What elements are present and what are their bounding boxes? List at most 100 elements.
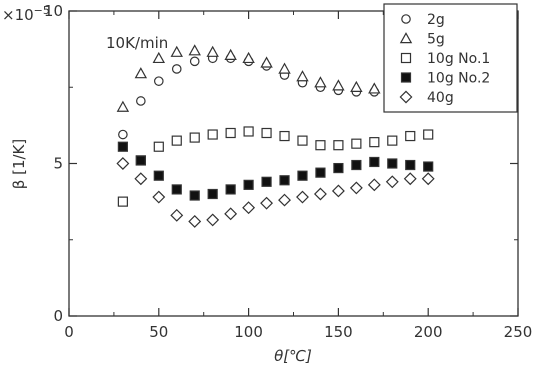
data-point xyxy=(116,157,130,170)
series-3 xyxy=(117,126,434,207)
series-5 xyxy=(116,157,435,228)
data-point xyxy=(332,79,345,91)
data-point xyxy=(331,184,345,198)
data-point xyxy=(367,178,381,192)
legend-label: 5g xyxy=(427,32,445,48)
data-point xyxy=(368,82,381,94)
legend-item: 40g xyxy=(399,90,454,106)
tick-labels: 0 50 100 150 200 250 0 5 10 xyxy=(44,2,532,341)
data-point xyxy=(297,170,308,181)
data-point xyxy=(333,140,344,151)
legend-item: 10g No.1 xyxy=(400,51,490,67)
legend-marker xyxy=(399,90,413,104)
legend-item: 5g xyxy=(399,32,445,48)
data-point xyxy=(314,76,327,88)
data-point xyxy=(421,172,435,186)
data-point xyxy=(118,129,128,140)
legend-item: 10g No.2 xyxy=(400,71,490,87)
data-point xyxy=(225,127,236,139)
data-point xyxy=(423,161,434,172)
data-point xyxy=(260,196,274,210)
data-point xyxy=(261,127,272,139)
data-point xyxy=(405,130,416,142)
data-point xyxy=(278,193,291,207)
data-point xyxy=(189,190,200,201)
x-tick-label: 200 xyxy=(414,323,443,341)
legend-marker xyxy=(400,52,412,64)
y-tick-label: 10 xyxy=(44,2,63,20)
data-point xyxy=(333,162,344,174)
data-point xyxy=(224,48,237,60)
data-point xyxy=(188,44,201,56)
data-point xyxy=(189,132,200,143)
y-axis-label: β [1/K] xyxy=(10,139,28,189)
data-point xyxy=(154,76,164,86)
data-point xyxy=(117,141,128,152)
data-point xyxy=(369,156,380,168)
legend-marker xyxy=(401,14,411,24)
data-point xyxy=(225,184,236,195)
legend: 2g 5g 10g No.1 10g No.2 40g xyxy=(383,3,518,113)
data-point xyxy=(171,135,182,146)
x-tick-label: 150 xyxy=(324,323,353,341)
data-point xyxy=(136,96,146,106)
data-point xyxy=(387,158,398,169)
data-point xyxy=(351,138,362,149)
data-point xyxy=(171,184,182,195)
data-point xyxy=(189,56,200,67)
data-point xyxy=(152,51,166,64)
exponent-label: ×10−5 xyxy=(2,4,50,25)
legend-label: 2g xyxy=(427,12,445,28)
data-point xyxy=(315,140,326,151)
legend-label: 10g No.2 xyxy=(427,71,490,87)
x-tick-label: 0 xyxy=(64,323,74,341)
legend-marker xyxy=(400,72,412,83)
data-point xyxy=(134,172,148,186)
data-point xyxy=(296,190,309,204)
data-point xyxy=(153,170,164,181)
legend-marker xyxy=(399,32,413,44)
legend-label: 10g No.1 xyxy=(427,51,490,67)
data-point xyxy=(279,175,290,186)
exponent-power: −5 xyxy=(34,4,50,17)
data-point xyxy=(387,135,398,146)
data-point xyxy=(403,172,417,186)
data-point xyxy=(170,208,184,222)
data-point xyxy=(170,45,183,57)
data-point xyxy=(278,62,291,74)
data-point xyxy=(117,196,128,207)
y-tick-label: 0 xyxy=(53,307,63,325)
data-point xyxy=(405,159,416,171)
data-point xyxy=(351,159,362,171)
data-point xyxy=(207,129,218,140)
x-tick-label: 250 xyxy=(504,323,533,341)
data-point xyxy=(153,141,164,152)
data-point xyxy=(242,51,255,64)
legend-item: 2g xyxy=(401,12,445,28)
data-point xyxy=(423,129,434,140)
data-point xyxy=(188,215,202,228)
data-point xyxy=(224,207,238,221)
data-point xyxy=(297,135,308,146)
legend-items: 2g 5g 10g No.1 10g No.2 40g xyxy=(399,12,490,106)
data-point xyxy=(243,126,254,137)
series-4 xyxy=(117,141,434,201)
data-points xyxy=(116,44,435,228)
x-tick-label: 50 xyxy=(149,323,168,341)
data-point xyxy=(260,56,273,68)
data-point xyxy=(243,179,254,190)
data-point xyxy=(135,155,146,166)
data-point xyxy=(313,187,327,201)
data-point xyxy=(315,167,326,178)
y-tick-label: 5 xyxy=(53,155,63,173)
data-point xyxy=(279,130,290,142)
data-point xyxy=(207,188,218,200)
x-tick-label: 100 xyxy=(234,323,263,341)
data-point xyxy=(242,201,256,215)
data-point xyxy=(206,45,219,57)
x-axis-label: θ[℃] xyxy=(274,347,312,365)
data-point xyxy=(369,137,380,148)
data-point xyxy=(385,175,399,189)
data-point xyxy=(296,70,309,82)
